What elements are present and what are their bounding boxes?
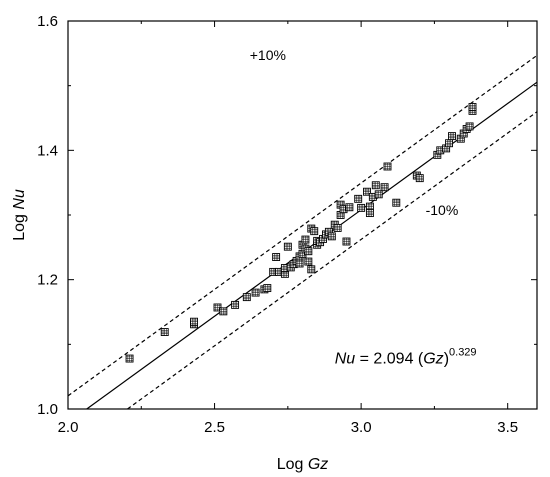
x-tick-label: 3.5: [497, 419, 518, 436]
equation-nu: Nu: [335, 351, 356, 368]
fit-equation: Nu = 2.094 (Gz)0.329: [335, 347, 477, 368]
x-tick-label: 2.5: [204, 419, 225, 436]
lower-bound-line: [127, 111, 538, 410]
y-tick-label: 1.6: [37, 13, 58, 30]
data-point: [272, 253, 281, 261]
equation-gz: Gz: [423, 351, 443, 368]
data-point: [468, 103, 477, 111]
data-point: [448, 132, 456, 141]
data-point: [304, 247, 313, 256]
data-point: [263, 284, 272, 293]
data-point: [190, 317, 198, 326]
data-points-layer: [125, 103, 477, 363]
data-point: [354, 194, 363, 203]
data-point: [310, 227, 319, 236]
data-point: [345, 203, 354, 212]
equation-coefficient: = 2.094 (: [355, 351, 424, 368]
data-point: [283, 242, 292, 251]
data-point: [295, 259, 304, 268]
data-point: [465, 122, 474, 131]
data-point: [342, 237, 351, 246]
y-tick-label: 1.4: [37, 142, 58, 159]
upper-bound-label: +10%: [250, 47, 286, 63]
data-point: [363, 187, 371, 196]
data-point: [125, 354, 134, 363]
x-axis-title: Log Gz: [277, 456, 329, 473]
x-axis-title-var: Gz: [308, 456, 328, 473]
upper-bound-line: [67, 54, 538, 397]
data-point: [333, 223, 342, 232]
data-point: [392, 198, 401, 207]
data-point: [365, 209, 374, 218]
data-point: [231, 300, 240, 309]
data-point: [383, 162, 392, 171]
equation-exponent: 0.329: [449, 347, 477, 359]
data-point: [380, 183, 389, 192]
data-point: [365, 202, 374, 211]
axis-ticks-layer: 2.0 2.5 3.0 3.5 1.0 1.2 1.4 1.6: [37, 13, 537, 436]
data-point: [371, 181, 380, 190]
x-tick-label: 2.0: [58, 419, 79, 436]
lower-bound-label: -10%: [426, 202, 459, 218]
data-point: [357, 203, 366, 212]
y-tick-label: 1.0: [37, 401, 58, 418]
data-point: [445, 139, 454, 148]
y-axis-title-var: Nu: [11, 189, 28, 210]
data-point: [242, 293, 251, 302]
y-axis-title-prefix: Log: [11, 210, 28, 241]
data-point: [327, 232, 336, 241]
data-point: [307, 265, 316, 274]
equation-close: ): [444, 351, 449, 368]
y-axis-title: Log Nu: [11, 189, 28, 241]
bound-lines-layer: [67, 54, 538, 410]
data-point: [304, 257, 313, 266]
data-point: [415, 174, 424, 183]
y-tick-label: 1.2: [37, 272, 58, 289]
x-tick-label: 3.0: [351, 419, 372, 436]
x-axis-title-prefix: Log: [277, 456, 308, 473]
data-point: [374, 190, 383, 199]
data-point: [301, 235, 310, 244]
data-point: [219, 307, 228, 316]
data-point: [160, 328, 169, 336]
data-point: [251, 288, 260, 297]
